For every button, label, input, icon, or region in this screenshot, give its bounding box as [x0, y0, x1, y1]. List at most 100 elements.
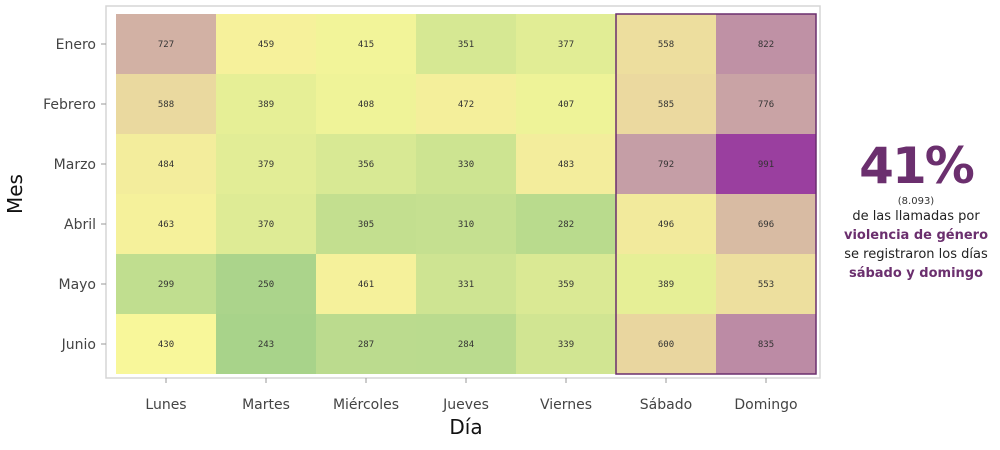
- heatmap-cell: [316, 254, 416, 314]
- y-tick-label: Abril: [64, 217, 96, 233]
- heatmap-cell: [316, 14, 416, 74]
- cell-value-label: 359: [558, 280, 574, 290]
- heatmap-cell: [216, 314, 316, 374]
- heatmap-cell: [116, 14, 216, 74]
- x-tick-label: Jueves: [442, 397, 489, 413]
- heatmap-cell: [416, 314, 516, 374]
- heatmap-cell: [616, 134, 716, 194]
- heatmap-cell: [216, 14, 316, 74]
- cell-value-label: 407: [558, 100, 574, 110]
- heatmap-cell: [416, 74, 516, 134]
- heatmap-cell: [716, 134, 816, 194]
- heatmap-cell: [616, 314, 716, 374]
- cell-value-label: 331: [458, 280, 474, 290]
- heatmap-cell: [416, 194, 516, 254]
- heatmap-cell: [616, 14, 716, 74]
- cell-value-label: 991: [758, 160, 774, 170]
- weekend-highlight-box: [615, 13, 817, 375]
- annotation-line-1: de las llamadas por: [852, 209, 980, 224]
- cell-value-label: 356: [358, 160, 374, 170]
- heatmap-cell: [616, 254, 716, 314]
- annotation-count: (8.093): [897, 196, 935, 207]
- y-tick-label: Junio: [61, 337, 96, 353]
- annotation-line-4: sábado y domingo: [848, 266, 984, 281]
- heatmap-cell: [316, 134, 416, 194]
- heatmap-cell: [516, 254, 616, 314]
- heatmap-cell: [216, 134, 316, 194]
- cell-value-label: 727: [158, 40, 174, 50]
- heatmap-cell: [116, 254, 216, 314]
- heatmap-cell: [416, 134, 516, 194]
- cell-value-label: 459: [258, 40, 274, 50]
- cell-value-label: 484: [158, 160, 174, 170]
- cell-value-label: 389: [658, 280, 674, 290]
- heatmap-cell: [416, 14, 516, 74]
- cell-value-label: 250: [258, 280, 274, 290]
- heatmap-cell: [516, 134, 616, 194]
- cell-value-label: 553: [758, 280, 774, 290]
- cell-value-label: 243: [258, 340, 274, 350]
- x-axis-title: Día: [449, 415, 482, 439]
- y-tick-label: Mayo: [58, 277, 96, 293]
- cell-value-label: 600: [658, 340, 674, 350]
- heatmap-cell: [716, 194, 816, 254]
- heatmap-cell: [516, 14, 616, 74]
- heatmap-cell: [116, 314, 216, 374]
- heatmap-cell: [216, 194, 316, 254]
- y-tick-label: Enero: [56, 37, 96, 53]
- heatmap-cell: [516, 74, 616, 134]
- annotation-percentage: 41%: [859, 137, 975, 195]
- cell-value-label: 558: [658, 40, 674, 50]
- cell-value-label: 310: [458, 220, 474, 230]
- cell-value-label: 339: [558, 340, 574, 350]
- cell-value-label: 287: [358, 340, 374, 350]
- heatmap-cell: [716, 14, 816, 74]
- cell-value-label: 461: [358, 280, 374, 290]
- heatmap-cell: [716, 74, 816, 134]
- heatmap-cell: [216, 74, 316, 134]
- x-tick-label: Viernes: [540, 397, 592, 413]
- y-tick-label: Marzo: [54, 157, 96, 173]
- heatmap-cell: [716, 254, 816, 314]
- cell-value-label: 472: [458, 100, 474, 110]
- x-tick-label: Domingo: [734, 397, 797, 413]
- cell-value-label: 299: [158, 280, 174, 290]
- annotation-line-2: violencia de género: [843, 228, 989, 243]
- cell-value-label: 792: [658, 160, 674, 170]
- heatmap-cell: [316, 74, 416, 134]
- heatmap-cell: [516, 194, 616, 254]
- heatmap-cell: [516, 314, 616, 374]
- heatmap-cell: [316, 194, 416, 254]
- annotation-panel: 41% (8.093) de las llamadas por violenci…: [838, 140, 994, 283]
- cell-value-label: 370: [258, 220, 274, 230]
- cell-value-label: 835: [758, 340, 774, 350]
- cell-value-label: 389: [258, 100, 274, 110]
- cell-value-label: 377: [558, 40, 574, 50]
- heatmap-cell: [616, 194, 716, 254]
- x-tick-label: Martes: [242, 397, 290, 413]
- cell-value-label: 305: [358, 220, 374, 230]
- y-tick-label: Febrero: [43, 97, 96, 113]
- heatmap-cell: [416, 254, 516, 314]
- heatmap-cell: [316, 314, 416, 374]
- heatmap-cell: [116, 194, 216, 254]
- cell-value-label: 463: [158, 220, 174, 230]
- cell-value-label: 588: [158, 100, 174, 110]
- cell-value-label: 776: [758, 100, 774, 110]
- heatmap-cell: [216, 254, 316, 314]
- cell-value-label: 415: [358, 40, 374, 50]
- heatmap-cell: [716, 314, 816, 374]
- heatmap-cell: [116, 134, 216, 194]
- x-tick-label: Sábado: [640, 397, 692, 413]
- cell-value-label: 330: [458, 160, 474, 170]
- cell-value-label: 696: [758, 220, 774, 230]
- cell-value-label: 284: [458, 340, 474, 350]
- cell-value-label: 430: [158, 340, 174, 350]
- x-tick-label: Miércoles: [333, 397, 399, 413]
- heatmap-cell: [616, 74, 716, 134]
- cell-value-label: 379: [258, 160, 274, 170]
- annotation-line-3: se registraron los días: [844, 247, 988, 262]
- heatmap-cell: [116, 74, 216, 134]
- cell-value-label: 822: [758, 40, 774, 50]
